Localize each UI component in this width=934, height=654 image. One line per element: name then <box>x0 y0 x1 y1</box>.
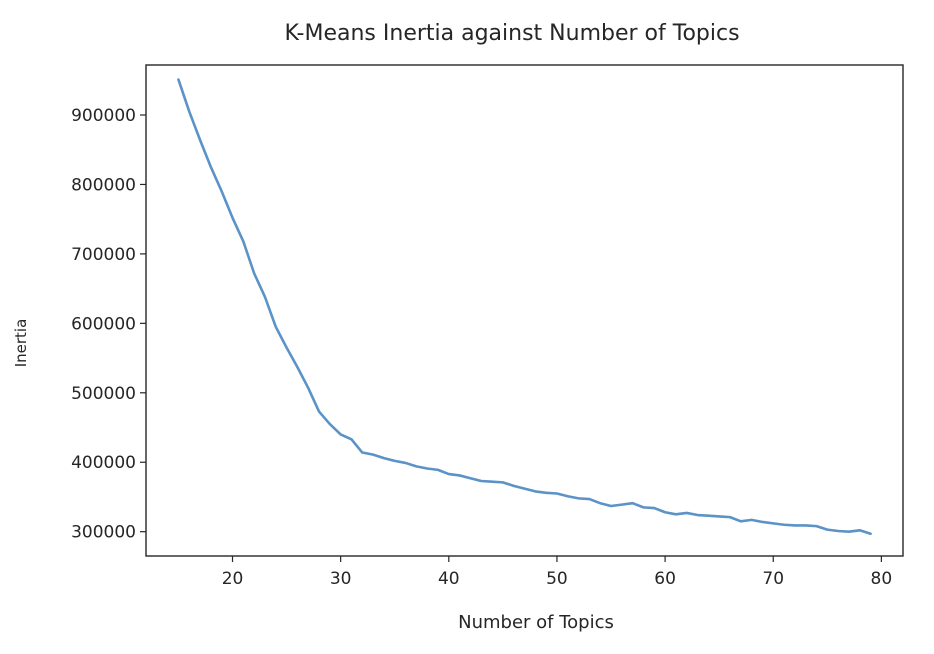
x-tick-label: 20 <box>222 569 244 589</box>
y-tick-label: 500000 <box>71 384 136 404</box>
x-tick-label: 70 <box>762 569 784 589</box>
y-tick-label: 800000 <box>71 175 136 195</box>
plot-frame <box>145 64 904 557</box>
y-tick-label: 400000 <box>71 453 136 473</box>
chart-title: K-Means Inertia against Number of Topics <box>284 21 739 46</box>
y-axis: 300000 400000 500000 600000 700000 800000 9000… <box>71 106 146 543</box>
x-tick-label: 50 <box>546 569 568 589</box>
y-axis-label: Inertia <box>12 319 30 368</box>
x-axis-label: Number of Topics <box>458 612 614 633</box>
x-axis: 20 30 40 50 60 70 80 <box>222 556 892 589</box>
x-tick-label: 80 <box>871 569 893 589</box>
x-tick-label: 60 <box>654 569 676 589</box>
x-tick-label: 40 <box>438 569 460 589</box>
y-tick-label: 600000 <box>71 314 136 334</box>
series-line-inertia <box>177 78 872 536</box>
y-tick-label: 700000 <box>71 245 136 265</box>
y-tick-label: 300000 <box>71 523 136 543</box>
y-tick-label: 900000 <box>71 106 136 126</box>
x-tick-label: 30 <box>330 569 352 589</box>
